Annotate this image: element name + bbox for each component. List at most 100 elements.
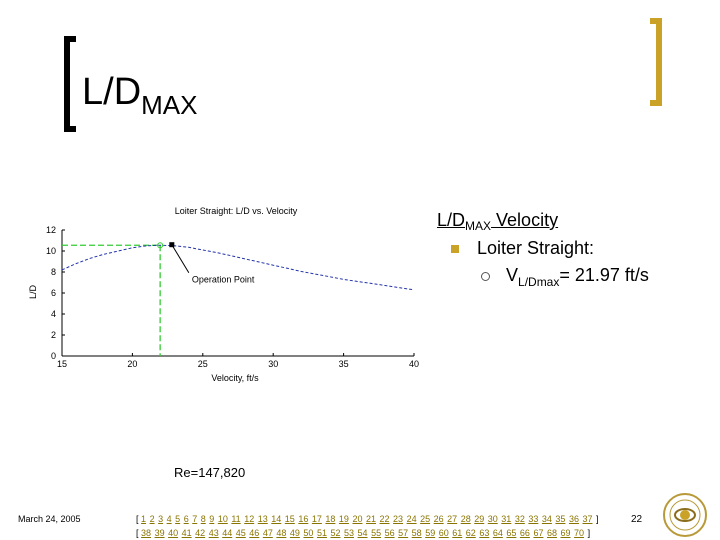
y-tick-label: 2 bbox=[51, 330, 56, 340]
nav-link-51[interactable]: 51 bbox=[316, 528, 327, 538]
x-tick-label: 25 bbox=[198, 359, 208, 369]
nav-link-2[interactable]: 2 bbox=[149, 514, 155, 524]
nav-link-34[interactable]: 34 bbox=[541, 514, 552, 524]
nav-link-41[interactable]: 41 bbox=[181, 528, 192, 538]
nav-link-26[interactable]: 26 bbox=[433, 514, 444, 524]
nav-link-8[interactable]: 8 bbox=[200, 514, 206, 524]
bullet-item-loiter: Loiter Straight: bbox=[451, 234, 649, 262]
nav-link-36[interactable]: 36 bbox=[568, 514, 579, 524]
nav-link-61[interactable]: 61 bbox=[452, 528, 463, 538]
nav-link-4[interactable]: 4 bbox=[166, 514, 172, 524]
nav-link-40[interactable]: 40 bbox=[168, 528, 179, 538]
nav-link-16[interactable]: 16 bbox=[298, 514, 309, 524]
nav-link-33[interactable]: 33 bbox=[528, 514, 539, 524]
nav-link-35[interactable]: 35 bbox=[555, 514, 566, 524]
nav-link-20[interactable]: 20 bbox=[352, 514, 363, 524]
nav-link-60[interactable]: 60 bbox=[438, 528, 449, 538]
nav-link-47[interactable]: 47 bbox=[262, 528, 273, 538]
x-tick-label: 15 bbox=[57, 359, 67, 369]
slide-date: March 24, 2005 bbox=[18, 514, 81, 524]
nav-link-50[interactable]: 50 bbox=[303, 528, 314, 538]
nav-link-13[interactable]: 13 bbox=[257, 514, 268, 524]
velocity-sub: L/Dmax bbox=[518, 275, 560, 289]
nav-link-6[interactable]: 6 bbox=[183, 514, 189, 524]
nav-close-bracket: ] bbox=[596, 514, 599, 524]
nav-link-7[interactable]: 7 bbox=[192, 514, 198, 524]
bullet-heading-sub: MAX bbox=[465, 219, 492, 233]
nav-link-29[interactable]: 29 bbox=[474, 514, 485, 524]
velocity-value: = 21.97 ft/s bbox=[559, 265, 649, 285]
nav-link-59[interactable]: 59 bbox=[425, 528, 436, 538]
nav-link-10[interactable]: 10 bbox=[217, 514, 228, 524]
slide-title: L/DMAX bbox=[82, 72, 197, 120]
nav-link-68[interactable]: 68 bbox=[546, 528, 557, 538]
nav-link-31[interactable]: 31 bbox=[501, 514, 512, 524]
nav-link-46[interactable]: 46 bbox=[249, 528, 260, 538]
nav-link-32[interactable]: 32 bbox=[514, 514, 525, 524]
nav-link-5[interactable]: 5 bbox=[175, 514, 181, 524]
nav-link-44[interactable]: 44 bbox=[222, 528, 233, 538]
nav-link-39[interactable]: 39 bbox=[154, 528, 165, 538]
nav-link-55[interactable]: 55 bbox=[371, 528, 382, 538]
nav-link-21[interactable]: 21 bbox=[365, 514, 376, 524]
nav-link-25[interactable]: 25 bbox=[420, 514, 431, 524]
velocity-main: V bbox=[506, 265, 519, 285]
y-tick-label: 4 bbox=[51, 309, 56, 319]
bullet-item-velocity: VL/Dmax= 21.97 ft/s bbox=[481, 262, 649, 290]
x-tick-label: 20 bbox=[127, 359, 137, 369]
nav-link-30[interactable]: 30 bbox=[487, 514, 498, 524]
nav-link-15[interactable]: 15 bbox=[284, 514, 295, 524]
slide-navigation: [ 1 2 3 4 5 6 7 8 9 10 11 12 13 14 15 16… bbox=[136, 512, 616, 540]
nav-link-62[interactable]: 62 bbox=[465, 528, 476, 538]
right-bracket-decoration bbox=[650, 18, 662, 106]
nav-row-2: [ 38 39 40 41 42 43 44 45 46 47 48 49 50… bbox=[136, 526, 616, 540]
nav-link-22[interactable]: 22 bbox=[379, 514, 390, 524]
nav-link-9[interactable]: 9 bbox=[209, 514, 215, 524]
nav-link-48[interactable]: 48 bbox=[276, 528, 287, 538]
bullet-heading: L/DMAX Velocity bbox=[437, 208, 649, 234]
nav-link-3[interactable]: 3 bbox=[158, 514, 164, 524]
nav-open-bracket: [ bbox=[136, 514, 139, 524]
nav-link-45[interactable]: 45 bbox=[235, 528, 246, 538]
y-tick-label: 0 bbox=[51, 351, 56, 361]
x-tick-label: 30 bbox=[268, 359, 278, 369]
nav-link-43[interactable]: 43 bbox=[208, 528, 219, 538]
nav-link-17[interactable]: 17 bbox=[311, 514, 322, 524]
nav-link-42[interactable]: 42 bbox=[195, 528, 206, 538]
nav-row-1: [ 1 2 3 4 5 6 7 8 9 10 11 12 13 14 15 16… bbox=[136, 512, 616, 526]
nav-link-1[interactable]: 1 bbox=[141, 514, 147, 524]
y-tick-label: 10 bbox=[46, 246, 56, 256]
nav-link-37[interactable]: 37 bbox=[582, 514, 593, 524]
operation-point-leader bbox=[171, 244, 190, 273]
nav-link-64[interactable]: 64 bbox=[492, 528, 503, 538]
bullet-list: L/DMAX Velocity Loiter Straight: VL/Dmax… bbox=[437, 208, 649, 290]
nav-link-18[interactable]: 18 bbox=[325, 514, 336, 524]
nav-link-12[interactable]: 12 bbox=[244, 514, 255, 524]
operation-point-label: Operation Point bbox=[192, 275, 255, 285]
chart-xlabel: Velocity, ft/s bbox=[211, 373, 259, 383]
nav-link-54[interactable]: 54 bbox=[357, 528, 368, 538]
nav-link-57[interactable]: 57 bbox=[398, 528, 409, 538]
nav-link-49[interactable]: 49 bbox=[289, 528, 300, 538]
nav-link-67[interactable]: 67 bbox=[533, 528, 544, 538]
nav-link-23[interactable]: 23 bbox=[393, 514, 404, 524]
nav-link-65[interactable]: 65 bbox=[506, 528, 517, 538]
nav-link-14[interactable]: 14 bbox=[271, 514, 282, 524]
bullet-item-loiter-text: Loiter Straight: bbox=[477, 238, 595, 258]
nav-link-52[interactable]: 52 bbox=[330, 528, 341, 538]
nav-link-11[interactable]: 11 bbox=[231, 514, 241, 524]
nav-link-27[interactable]: 27 bbox=[447, 514, 458, 524]
nav-link-56[interactable]: 56 bbox=[384, 528, 395, 538]
bullet-heading-rest: Velocity bbox=[491, 210, 559, 230]
nav-link-19[interactable]: 19 bbox=[338, 514, 349, 524]
nav-link-28[interactable]: 28 bbox=[460, 514, 471, 524]
nav-link-24[interactable]: 24 bbox=[406, 514, 417, 524]
nav-link-38[interactable]: 38 bbox=[141, 528, 152, 538]
nav-link-63[interactable]: 63 bbox=[479, 528, 490, 538]
nav-link-70[interactable]: 70 bbox=[574, 528, 585, 538]
nav-link-69[interactable]: 69 bbox=[560, 528, 571, 538]
nav-link-58[interactable]: 58 bbox=[411, 528, 422, 538]
chart-ylabel: L/D bbox=[28, 285, 38, 300]
nav-link-53[interactable]: 53 bbox=[344, 528, 355, 538]
nav-link-66[interactable]: 66 bbox=[519, 528, 530, 538]
